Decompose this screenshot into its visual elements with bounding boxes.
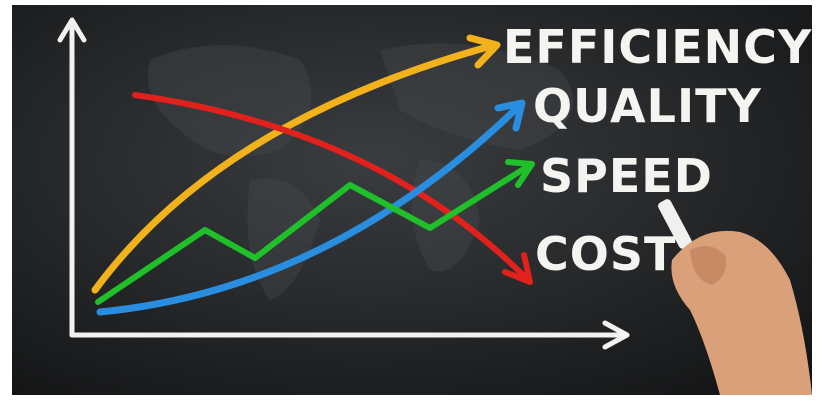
cost-arrow	[132, 92, 533, 285]
y-axis	[57, 17, 87, 338]
speed-arrow	[95, 159, 535, 305]
hand	[658, 199, 812, 395]
label: SPEED	[540, 149, 713, 203]
x-axis	[69, 320, 630, 350]
world-map	[148, 43, 574, 300]
label: COST	[535, 227, 676, 281]
efficiency-arrow	[91, 34, 501, 294]
chart-drawing	[57, 17, 630, 350]
label: QUALITY	[533, 79, 762, 133]
quality-arrow	[96, 99, 526, 316]
label: EFFICIENCY	[503, 20, 812, 74]
